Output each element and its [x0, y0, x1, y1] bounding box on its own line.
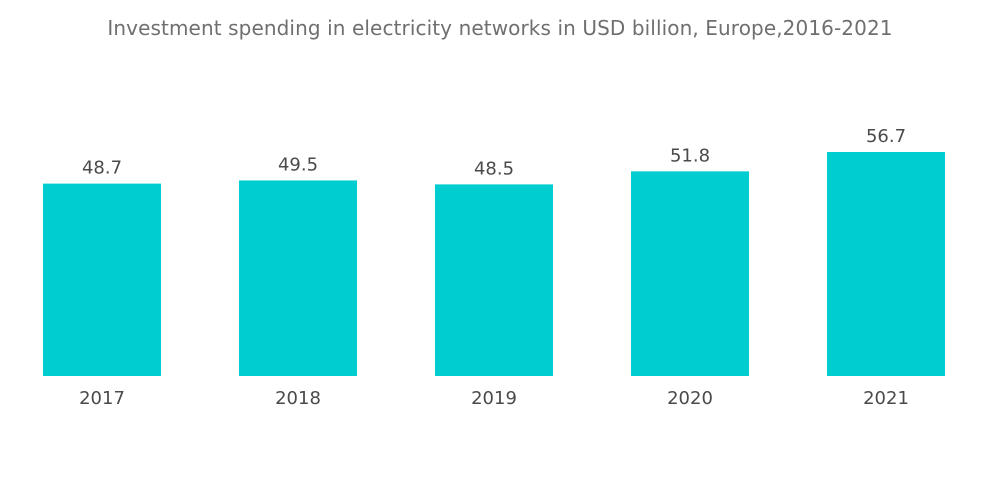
bar-2020: [631, 171, 749, 376]
value-labels-group: 48.7 49.5 48.5 51.8 56.7: [82, 126, 906, 179]
x-tick-label-2020: 2020: [667, 388, 713, 409]
bar-2018: [239, 180, 357, 376]
value-label-2017: 48.7: [82, 158, 122, 179]
x-tick-label-2017: 2017: [79, 388, 125, 409]
x-tick-label-2018: 2018: [275, 388, 321, 409]
value-label-2018: 49.5: [278, 154, 318, 175]
x-tick-label-2019: 2019: [471, 388, 517, 409]
value-label-2020: 51.8: [670, 145, 710, 166]
bar-2019: [435, 184, 553, 376]
bar-2017: [43, 183, 161, 376]
x-tick-labels-group: 2017 2018 2019 2020 2021: [79, 388, 909, 409]
bars-group: [43, 152, 945, 376]
chart-title: Investment spending in electricity netwo…: [107, 16, 893, 40]
bar-2021: [827, 152, 945, 376]
x-tick-label-2021: 2021: [863, 388, 909, 409]
value-label-2021: 56.7: [866, 126, 906, 147]
value-label-2019: 48.5: [474, 158, 514, 179]
